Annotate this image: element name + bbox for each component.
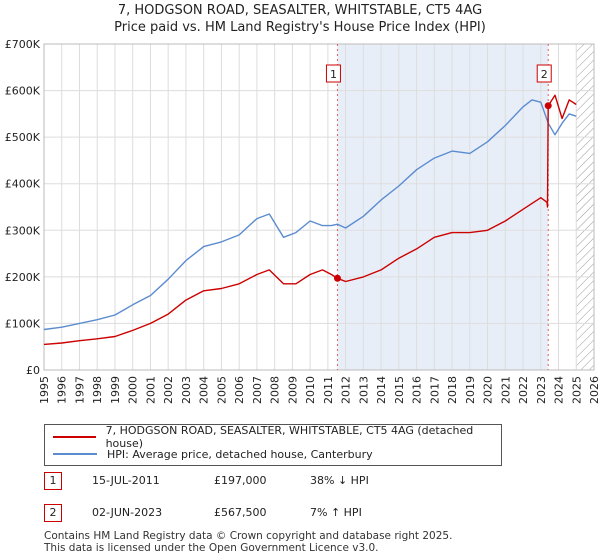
x-tick-label-2008: 2008 (269, 376, 282, 404)
y-tick-label-200000: £200K (5, 271, 41, 284)
x-tick-label-2021: 2021 (499, 376, 512, 404)
x-tick-label-2022: 2022 (517, 376, 530, 404)
x-tick-label-2018: 2018 (446, 376, 459, 404)
x-tick-label-2024: 2024 (553, 376, 566, 404)
shaded-region-2 (576, 44, 594, 370)
sale-hpi-2: 7% ↑ HPI (310, 506, 362, 519)
sale-point-1 (333, 274, 341, 282)
x-tick-label-1997: 1997 (73, 376, 86, 404)
y-tick-label-500000: £500K (5, 131, 41, 144)
x-tick-label-2017: 2017 (428, 376, 441, 404)
x-tick-label-2014: 2014 (375, 376, 388, 404)
sale-marker-box-2 (536, 64, 552, 83)
legend-item-property: 7, HODGSON ROAD, SEASALTER, WHITSTABLE, … (53, 424, 501, 450)
x-tick-label-2005: 2005 (215, 376, 228, 404)
x-tick-label-2012: 2012 (340, 376, 353, 404)
x-tick-label-2003: 2003 (180, 376, 193, 404)
sale-price-2: £567,500 (214, 506, 267, 519)
x-tick-label-1996: 1996 (56, 376, 69, 404)
x-tick-label-2006: 2006 (233, 376, 246, 404)
sale-badge-1: 1 (44, 472, 62, 490)
x-tick-label-2013: 2013 (357, 376, 370, 404)
x-tick-label-2025: 2025 (570, 376, 583, 404)
y-tick-label-0: £0 (26, 364, 40, 377)
legend-swatch-hpi (53, 453, 97, 455)
sale-price-1: £197,000 (214, 474, 267, 487)
footer: Contains HM Land Registry data © Crown c… (44, 530, 452, 554)
chart-title-line-2: Price paid vs. HM Land Registry's House … (114, 20, 486, 35)
sale-marker-box-1 (325, 64, 341, 83)
x-tick-label-2015: 2015 (393, 376, 406, 404)
sale-date-2: 02-JUN-2023 (92, 506, 163, 519)
sale-hpi-1: 38% ↓ HPI (310, 474, 369, 487)
sale-marker-label-2: 2 (541, 68, 548, 81)
x-tick-label-2004: 2004 (198, 376, 211, 404)
y-tick-label-600000: £600K (5, 85, 41, 98)
x-tick-label-2019: 2019 (464, 376, 477, 404)
x-tick-label-2007: 2007 (251, 376, 264, 404)
x-tick-label-2001: 2001 (144, 376, 157, 404)
shaded-region-1 (337, 44, 549, 370)
x-tick-label-2009: 2009 (286, 376, 299, 404)
chart-legend: 7, HODGSON ROAD, SEASALTER, WHITSTABLE, … (44, 424, 502, 466)
y-tick-label-700000: £700K (5, 38, 41, 51)
sale-marker-label-1: 1 (330, 68, 337, 81)
x-tick-label-1999: 1999 (109, 376, 122, 404)
x-tick-label-2026: 2026 (588, 376, 600, 404)
legend-label-property: 7, HODGSON ROAD, SEASALTER, WHITSTABLE, … (105, 424, 474, 450)
x-tick-label-2016: 2016 (411, 376, 424, 404)
sale-point-2 (544, 102, 552, 110)
legend-label-hpi: HPI: Average price, detached house, Cant… (107, 447, 373, 461)
x-tick-label-2000: 2000 (127, 376, 140, 404)
x-tick-label-2023: 2023 (535, 376, 548, 404)
y-tick-label-400000: £400K (5, 178, 41, 191)
x-tick-label-1995: 1995 (38, 376, 51, 404)
plot-border (43, 43, 595, 371)
x-tick-label-2020: 2020 (482, 376, 495, 404)
sale-badge-2: 2 (44, 504, 62, 522)
chart-title-line-1: 7, HODGSON ROAD, SEASALTER, WHITSTABLE, … (117, 3, 483, 18)
x-tick-label-2002: 2002 (162, 376, 175, 404)
sale-date-1: 15-JUL-2011 (92, 474, 160, 487)
legend-swatch-property (53, 436, 96, 438)
sale-row-2: 2 02-JUN-2023 £567,500 7% ↑ HPI (44, 504, 584, 526)
price-chart: £0 £100K £200K £300K £400K £500K £600K £700K 199… (5, 38, 600, 404)
y-tick-label-300000: £300K (5, 224, 41, 237)
x-tick-label-2010: 2010 (304, 376, 317, 404)
footer-line-2: This data is licensed under the Open Gov… (44, 542, 379, 554)
footer-line-1: Contains HM Land Registry data © Crown c… (44, 530, 453, 542)
sale-row-1: 1 15-JUL-2011 £197,000 38% ↓ HPI (44, 472, 584, 494)
hpi-line (43, 99, 577, 331)
x-tick-label-2011: 2011 (322, 376, 335, 404)
y-tick-label-100000: £100K (5, 317, 41, 330)
chart-title: 7, HODGSON ROAD, SEASALTER, WHITSTABLE, … (0, 2, 600, 36)
legend-item-hpi: HPI: Average price, detached house, Cant… (53, 445, 373, 463)
x-tick-label-1998: 1998 (91, 376, 104, 404)
